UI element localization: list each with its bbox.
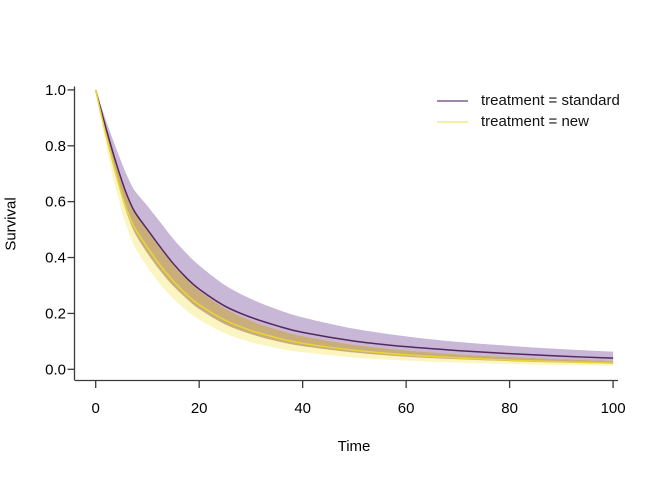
y-axis [67,86,76,381]
y-tick-label: 0.0 [45,361,66,378]
x-tick-label: 80 [501,400,518,417]
x-tick-label: 60 [398,400,415,417]
x-tick-label: 0 [92,400,100,417]
y-tick-label: 0.4 [45,250,66,267]
legend-line-standard-swatch [437,99,468,102]
survival-line-standard [94,89,614,359]
x-axis [75,379,618,388]
confidence-band-standard [95,89,614,364]
legend: treatment = standard treatment = new [437,90,620,132]
legend-item-new: treatment = new [437,111,620,132]
survival-line-new [94,89,614,364]
y-axis-title: Survival [2,197,20,251]
y-tick-label: 0.2 [45,305,66,322]
y-tick-label: 0.8 [45,138,66,155]
legend-line-new-swatch [437,120,468,123]
x-tick-label: 20 [191,400,208,417]
y-tick-label: 1.0 [45,82,66,99]
x-tick-label: 100 [601,400,626,417]
y-tick-label: 0.6 [45,194,66,211]
legend-label-standard: treatment = standard [481,92,620,109]
legend-item-standard: treatment = standard [437,90,620,111]
axis-tick-labels: 0 20 40 60 80 100 0.0 0.2 0.4 0.6 0.8 1.0 [45,82,625,417]
x-tick-label: 40 [294,400,311,417]
x-axis-title: Time [337,438,371,455]
legend-label-new: treatment = new [481,113,589,130]
